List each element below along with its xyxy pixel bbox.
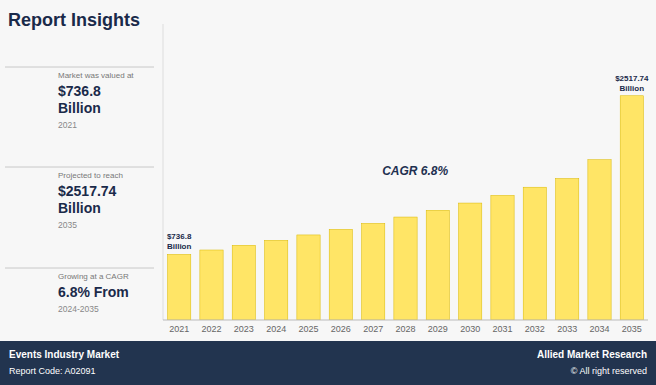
sidebar-value: $736.8 — [58, 83, 101, 99]
bars — [168, 96, 644, 320]
annotations: $736.8Billion$2517.74BillionCAGR 6.8% — [167, 74, 649, 252]
footer-text: Events Industry Market — [9, 349, 120, 360]
x-tick-label: 2022 — [201, 324, 221, 334]
sidebar-value: $2517.74 — [58, 183, 117, 199]
bar — [168, 254, 191, 320]
text-line: Billion — [620, 84, 645, 93]
x-tick-label: 2024 — [266, 324, 286, 334]
x-tick-label: 2035 — [622, 324, 642, 334]
title: Report Insights — [8, 10, 140, 30]
x-tick-label: 2028 — [395, 324, 415, 334]
footer-text: © All right reserved — [571, 366, 647, 376]
footer: Events Industry Market Report Code: A0209… — [0, 341, 656, 385]
x-axis: 2021 2022 2023 2024 2025 2026 2027 2028 2029 2030… — [169, 324, 642, 334]
sidebar-year: 2024-2035 — [58, 304, 99, 314]
sidebar-caption: Projected to reach — [58, 171, 123, 180]
text-line: $2517.74 — [615, 74, 649, 83]
text-line: Billion — [167, 242, 192, 251]
x-tick-label: 2033 — [557, 324, 577, 334]
x-tick-label: 2027 — [363, 324, 383, 334]
x-tick-label: 2023 — [234, 324, 254, 334]
x-tick-label: 2025 — [298, 324, 318, 334]
bar — [459, 203, 482, 320]
x-tick-label: 2031 — [492, 324, 512, 334]
chart: Events Industry Market Report Code: A0209… — [0, 0, 656, 385]
x-axis-line — [163, 320, 648, 321]
footer-text: Allied Market Research — [537, 349, 647, 360]
y-axis-line — [163, 24, 164, 320]
bar — [523, 187, 546, 320]
bar — [232, 245, 255, 320]
sidebar-year: 2021 — [58, 120, 77, 130]
sidebar: Market was valued at$736.8Billion2021Pro… — [5, 67, 154, 314]
footer-text: Report Code: A02091 — [9, 366, 96, 376]
separator — [5, 167, 154, 168]
bar — [394, 217, 417, 320]
sidebar-year: 2035 — [58, 220, 77, 230]
separator — [5, 67, 154, 68]
bar — [297, 235, 320, 320]
bar — [620, 96, 643, 320]
x-tick-label: 2026 — [331, 324, 351, 334]
bar — [362, 223, 385, 320]
bar — [329, 229, 352, 320]
text-line: $736.8 — [167, 232, 192, 241]
bar — [491, 195, 514, 320]
x-tick-label: 2034 — [589, 324, 609, 334]
bar — [200, 250, 223, 320]
annotation: CAGR 6.8% — [382, 164, 448, 178]
sidebar-unit: Billion — [58, 100, 101, 116]
bar — [556, 178, 579, 320]
sidebar-unit: Billion — [58, 200, 101, 216]
x-tick-label: 2021 — [169, 324, 189, 334]
sidebar-value: 6.8% From — [58, 284, 129, 300]
background — [0, 0, 656, 385]
bar — [588, 160, 611, 320]
annotation: $736.8Billion — [167, 232, 192, 251]
sidebar-caption: Market was valued at — [58, 71, 134, 80]
bar — [426, 210, 449, 320]
bar — [265, 240, 288, 320]
annotation: $2517.74Billion — [615, 74, 649, 93]
x-tick-label: 2029 — [428, 324, 448, 334]
x-tick-label: 2030 — [460, 324, 480, 334]
separator — [5, 268, 154, 269]
footer-band — [0, 341, 656, 385]
x-tick-label: 2032 — [525, 324, 545, 334]
sidebar-caption: Growing at a CAGR — [58, 272, 129, 281]
